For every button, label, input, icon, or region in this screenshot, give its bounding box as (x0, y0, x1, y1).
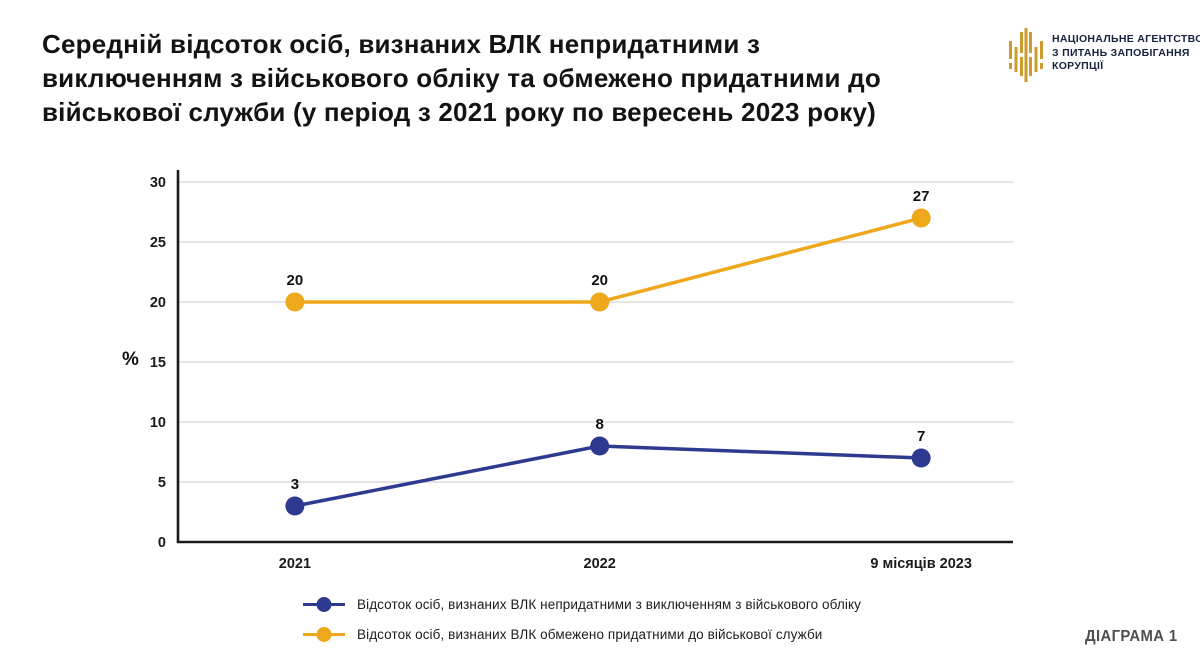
x-tick-label-2: 9 місяців 2023 (870, 556, 972, 572)
y-tick-label-20: 20 (150, 295, 166, 311)
legend-marker-dot (316, 597, 332, 612)
y-tick-label-25: 25 (150, 235, 166, 251)
legend-marker-icon-0 (303, 597, 345, 612)
y-tick-label-0: 0 (158, 535, 166, 551)
y-tick-label-10: 10 (150, 415, 166, 431)
chart-legend: Відсоток осіб, визнаних ВЛК непридатними… (303, 596, 861, 643)
data-point-marker-s0-0 (285, 496, 305, 516)
data-point-label-s1-0: 20 (287, 272, 304, 289)
data-point-marker-s0-2 (911, 448, 931, 468)
y-tick-label-5: 5 (158, 475, 166, 491)
trident-bars-icon (1009, 28, 1043, 82)
page-title-line-1: Середній відсоток осіб, визнаних ВЛК неп… (42, 29, 761, 59)
series-line-1 (293, 216, 923, 304)
x-tick-label-1: 2022 (584, 556, 616, 572)
x-tick-label-0: 2021 (279, 556, 311, 572)
legend-label-1: Відсоток осіб, визнаних ВЛК обмежено при… (357, 627, 823, 642)
y-tick-label-15: 15 (150, 355, 166, 371)
nacp-logo-text: НАЦІОНАЛЬНЕ АГЕНТСТВО З ПИТАНЬ ЗАПОБІГАН… (1052, 33, 1200, 74)
data-point-marker-s1-0 (285, 292, 305, 312)
legend-marker-icon-1 (303, 627, 345, 642)
nacp-logo: НАЦІОНАЛЬНЕ АГЕНТСТВО З ПИТАНЬ ЗАПОБІГАН… (1008, 28, 1200, 82)
data-point-label-s1-2: 27 (913, 188, 930, 205)
y-tick-label-30: 30 (150, 175, 166, 191)
page-title-line-3: військової служби (у період з 2021 року … (42, 97, 877, 127)
legend-item-0: Відсоток осіб, визнаних ВЛК непридатними… (303, 596, 861, 613)
data-point-label-s0-2: 7 (917, 428, 925, 445)
data-point-marker-s0-1 (590, 436, 610, 456)
page-title: Середній відсоток осіб, визнаних ВЛК неп… (42, 27, 942, 129)
legend-label-0: Відсоток осіб, визнаних ВЛК непридатними… (357, 597, 861, 612)
data-point-marker-s1-2 (911, 208, 931, 228)
data-point-label-s0-1: 8 (596, 416, 604, 433)
nacp-logo-text-line-1: НАЦІОНАЛЬНЕ АГЕНТСТВО (1052, 33, 1200, 45)
data-point-label-s1-1: 20 (591, 272, 608, 289)
y-axis-unit-label: % (122, 349, 139, 370)
diagram-caption: ДІАГРАМА 1 (1085, 628, 1178, 645)
data-point-label-s0-0: 3 (291, 476, 299, 493)
page-title-line-2: виключенням з військового обліку та обме… (42, 63, 881, 93)
data-point-marker-s1-1 (590, 292, 610, 312)
chart-svg: 0 5 10 15 20 25 30% 2021 2022 9 місяців 2023 3 8 7 20… (122, 170, 1013, 572)
nacp-logo-text-line-2: З ПИТАНЬ ЗАПОБІГАННЯ (1052, 46, 1190, 59)
legend-marker-dot (316, 627, 332, 642)
line-chart: 0 5 10 15 20 25 30% 2021 2022 9 місяців 2023 3 8 7 20… (110, 162, 1015, 587)
legend-item-1: Відсоток осіб, визнаних ВЛК обмежено при… (303, 626, 861, 643)
nacp-logo-text-line-3: КОРУПЦІЇ (1052, 60, 1104, 72)
series-line-0 (293, 444, 923, 508)
